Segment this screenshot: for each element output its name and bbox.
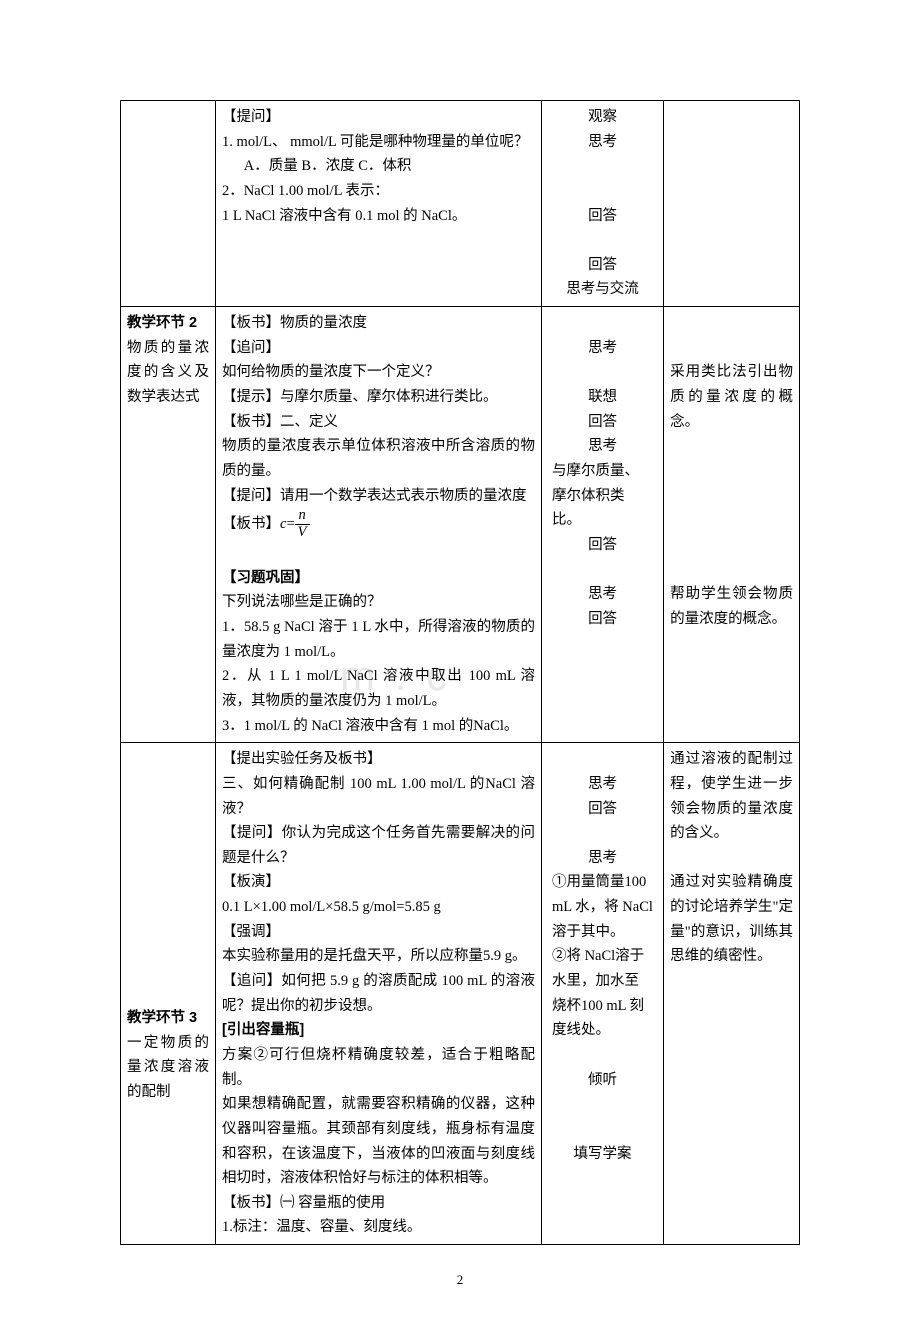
text: 思考	[548, 336, 657, 361]
text: 通过溶液的配制过程，使学生进一步领会物质的量浓度的含义。	[670, 747, 793, 846]
text: 【追问】如何把 5.9 g 的溶质配成 100 mL 的溶液呢？提出你的初步设想…	[222, 969, 535, 1018]
text: 三、如何精确配制 100 mL 1.00 mol/L 的NaCl 溶液？	[222, 772, 535, 821]
cell-teacher: 【提问】 1. mol/L、 mmol/L 可能是哪种物理量的单位呢？ A．质量…	[216, 101, 542, 307]
text: 联想	[548, 385, 657, 410]
text: 回答	[548, 204, 657, 229]
text: 物质的量浓度表示单位体积溶液中所含溶质的物质的量。	[222, 434, 535, 483]
text: 【提出实验任务及板书】	[222, 747, 535, 772]
denominator: V	[295, 525, 310, 541]
text: 【提示】与摩尔质量、摩尔体积进行类比。	[222, 385, 535, 410]
text: 2．从 1 L 1 mol/L NaCl 溶液中取出 100 mL 溶液，其物质…	[222, 664, 535, 713]
cell-teacher: 【板书】物质的量浓度 【追问】 如何给物质的量浓度下一个定义？ 【提示】与摩尔质…	[216, 307, 542, 743]
cell-intent: 通过溶液的配制过程，使学生进一步领会物质的量浓度的含义。 通过对实验精确度的讨论…	[664, 743, 800, 1245]
text: 如何给物质的量浓度下一个定义？	[222, 360, 535, 385]
text: 本实验称量用的是托盘天平，所以应称量5.9 g。	[222, 944, 535, 969]
text: 2．NaCl 1.00 mol/L 表示：	[222, 179, 535, 204]
cell-phase: 教学环节 2 物质的量浓度的含义及数学表达式	[121, 307, 216, 743]
text: 方案②可行但烧杯精确度较差，适合于粗略配制。	[222, 1043, 535, 1092]
text: 如果想精确配置，就需要容积精确的仪器，这种仪器叫容量瓶。其颈部有刻度线，瓶身标有…	[222, 1092, 535, 1191]
lesson-plan-table: 【提问】 1. mol/L、 mmol/L 可能是哪种物理量的单位呢？ A．质量…	[120, 100, 800, 1245]
text: 【提问】请用一个数学表达式表示物质的量浓度	[222, 484, 535, 509]
fraction: nV	[295, 508, 310, 541]
text: 【板书】二、定义	[222, 410, 535, 435]
cell-student: 观察 思考 回答 回答 思考与交流	[541, 101, 663, 307]
text: 观察	[548, 105, 657, 130]
cell-student: 思考 回答 思考 ①用量筒量100 mL 水，将 NaCl 溶于其中。 ②将 N…	[541, 743, 663, 1245]
text: 下列说法哪些是正确的？	[222, 590, 535, 615]
text: 思考	[548, 434, 657, 459]
text: 回答	[548, 797, 657, 822]
text: 思考	[548, 130, 657, 155]
text: 填写学案	[548, 1142, 657, 1167]
text: 【提问】你认为完成这个任务首先需要解决的问题是什么？	[222, 821, 535, 870]
text: ②将 NaCl溶于水里，加水至烧杯100 mL 刻度线处。	[548, 944, 657, 1043]
cell-student: 思考 联想 回答 思考 与摩尔质量、摩尔体积类比。 回答 思考 回答	[541, 307, 663, 743]
text: 1. mol/L、 mmol/L 可能是哪种物理量的单位呢？	[222, 130, 535, 155]
text: 1.标注：温度、容量、刻度线。	[222, 1215, 535, 1240]
text: 采用类比法引出物质的量浓度的概念。	[670, 360, 793, 434]
equals: =	[286, 516, 294, 532]
text: 【强调】	[222, 920, 535, 945]
text: 倾听	[548, 1068, 657, 1093]
text: 【提问】	[222, 105, 535, 130]
cell-intent: 采用类比法引出物质的量浓度的概念。 帮助学生领会物质的量浓度的概念。	[664, 307, 800, 743]
text: 思考	[548, 582, 657, 607]
text: ①用量筒量100 mL 水，将 NaCl 溶于其中。	[548, 870, 657, 944]
text: 回答	[548, 533, 657, 558]
cell-intent	[664, 101, 800, 307]
text: 通过对实验精确度的讨论培养学生"定量"的意识，训练其思维的缜密性。	[670, 870, 793, 969]
table-row: 【提问】 1. mol/L、 mmol/L 可能是哪种物理量的单位呢？ A．质量…	[121, 101, 800, 307]
cell-phase	[121, 101, 216, 307]
text: A．质量 B．浓度 C．体积	[222, 154, 535, 179]
text: 物质的量浓度的含义及数学表达式	[127, 336, 209, 410]
text: 【追问】	[222, 336, 535, 361]
text: 回答	[548, 607, 657, 632]
text: 【板书】㈠ 容量瓶的使用	[222, 1191, 535, 1216]
table-row: 教学环节 2 物质的量浓度的含义及数学表达式 【板书】物质的量浓度 【追问】 如…	[121, 307, 800, 743]
phase-title: 教学环节 2	[127, 311, 209, 336]
text: 1 L NaCl 溶液中含有 0.1 mol 的 NaCl。	[222, 204, 535, 229]
text: 0.1 L×1.00 mol/L×58.5 g/mol=5.85 g	[222, 895, 535, 920]
text: 【板书】	[222, 516, 280, 532]
text: 3．1 mol/L 的 NaCl 溶液中含有 1 mol 的NaCl。	[222, 714, 535, 739]
text: 【板演】	[222, 870, 535, 895]
text: 【习题巩固】	[222, 566, 535, 591]
page-number: 2	[120, 1269, 800, 1291]
phase-title: 教学环节 3	[127, 1006, 209, 1031]
text: 思考与交流	[548, 277, 657, 302]
text: 与摩尔质量、摩尔体积类比。	[548, 459, 657, 533]
text: 思考	[548, 772, 657, 797]
text: 回答	[548, 410, 657, 435]
text: 回答	[548, 253, 657, 278]
cell-teacher: 【提出实验任务及板书】 三、如何精确配制 100 mL 1.00 mol/L 的…	[216, 743, 542, 1245]
table-row: 教学环节 3 一定物质的量浓度溶液的配制 【提出实验任务及板书】 三、如何精确配…	[121, 743, 800, 1245]
text: 思考	[548, 846, 657, 871]
text: 一定物质的量浓度溶液的配制	[127, 1031, 209, 1105]
text: 帮助学生领会物质的量浓度的概念。	[670, 582, 793, 631]
numerator: n	[295, 508, 310, 525]
text: [引出容量瓶]	[222, 1018, 535, 1043]
text: 【板书】物质的量浓度	[222, 311, 535, 336]
text: 1．58.5 g NaCl 溶于 1 L 水中，所得溶液的物质的量浓度为 1 m…	[222, 615, 535, 664]
formula-line: 【板书】c=nV	[222, 508, 535, 541]
cell-phase: 教学环节 3 一定物质的量浓度溶液的配制	[121, 743, 216, 1245]
